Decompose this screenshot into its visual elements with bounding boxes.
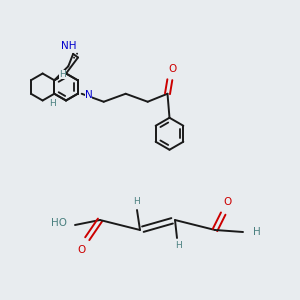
Text: HO: HO	[51, 218, 67, 228]
Text: O: O	[168, 64, 177, 74]
Text: N: N	[85, 90, 92, 100]
Text: H: H	[59, 70, 66, 79]
Text: NH: NH	[61, 41, 77, 51]
Text: H: H	[134, 197, 140, 206]
Text: H: H	[176, 242, 182, 250]
Text: O: O	[78, 245, 86, 255]
Text: H: H	[253, 227, 261, 237]
Text: H: H	[49, 99, 56, 108]
Text: O: O	[223, 197, 231, 207]
